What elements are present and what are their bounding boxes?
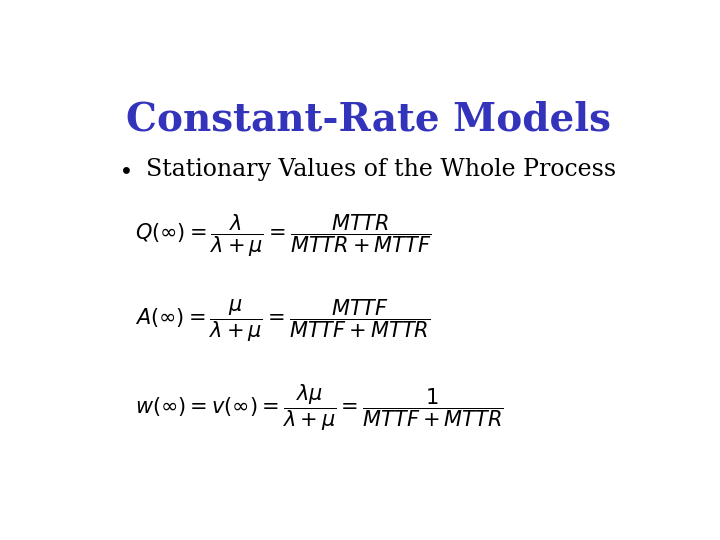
- Text: $Q(\infty) = \dfrac{\lambda}{\lambda + \mu} = \dfrac{\mathit{MTTR}}{\mathit{MTTR: $Q(\infty) = \dfrac{\lambda}{\lambda + \…: [135, 212, 431, 259]
- Text: Constant-Rate Models: Constant-Rate Models: [127, 100, 611, 138]
- Text: $w(\infty) = v(\infty) = \dfrac{\lambda\mu}{\lambda + \mu} = \dfrac{1}{\mathit{M: $w(\infty) = v(\infty) = \dfrac{\lambda\…: [135, 383, 503, 434]
- Text: Stationary Values of the Whole Process: Stationary Values of the Whole Process: [145, 158, 616, 181]
- Text: $\bullet$: $\bullet$: [118, 158, 131, 181]
- Text: $A(\infty) = \dfrac{\mu}{\lambda + \mu} = \dfrac{\mathit{MTTF}}{\mathit{MTTF} + : $A(\infty) = \dfrac{\mu}{\lambda + \mu} …: [135, 298, 430, 344]
